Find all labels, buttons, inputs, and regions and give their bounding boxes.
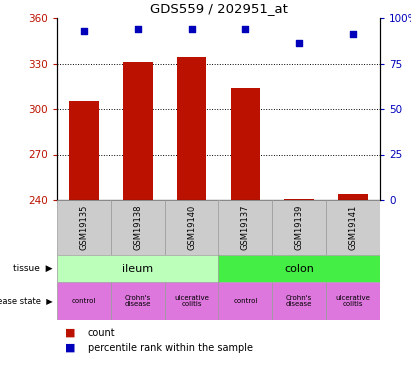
Text: percentile rank within the sample: percentile rank within the sample xyxy=(88,343,253,353)
Bar xyxy=(326,282,380,320)
Point xyxy=(242,26,249,32)
Text: ulcerative
colitis: ulcerative colitis xyxy=(336,294,371,307)
Text: colon: colon xyxy=(284,264,314,273)
Text: GSM19141: GSM19141 xyxy=(349,205,358,250)
Bar xyxy=(272,282,326,320)
Text: GSM19135: GSM19135 xyxy=(79,205,88,250)
Text: Crohn's
disease: Crohn's disease xyxy=(125,294,151,307)
Point xyxy=(350,32,356,38)
Bar xyxy=(219,255,380,282)
Bar xyxy=(272,200,326,255)
Bar xyxy=(111,282,165,320)
Text: ■: ■ xyxy=(65,343,76,353)
Bar xyxy=(69,101,99,200)
Bar xyxy=(177,57,206,200)
Bar xyxy=(111,200,165,255)
Title: GDS559 / 202951_at: GDS559 / 202951_at xyxy=(150,3,287,15)
Text: GSM19140: GSM19140 xyxy=(187,205,196,250)
Bar xyxy=(57,282,111,320)
Point xyxy=(134,26,141,32)
Bar xyxy=(219,200,272,255)
Text: ■: ■ xyxy=(65,328,76,338)
Bar xyxy=(284,199,314,200)
Text: ileum: ileum xyxy=(122,264,153,273)
Text: tissue  ▶: tissue ▶ xyxy=(14,264,53,273)
Point xyxy=(188,26,195,32)
Bar xyxy=(165,282,219,320)
Text: Crohn's
disease: Crohn's disease xyxy=(286,294,312,307)
Text: disease state  ▶: disease state ▶ xyxy=(0,297,53,306)
Text: GSM19137: GSM19137 xyxy=(241,205,250,250)
Text: control: control xyxy=(233,298,258,304)
Bar xyxy=(57,200,111,255)
Text: control: control xyxy=(72,298,96,304)
Bar xyxy=(219,282,272,320)
Bar xyxy=(123,62,152,200)
Bar xyxy=(231,88,260,200)
Text: GSM19138: GSM19138 xyxy=(133,205,142,250)
Point xyxy=(81,28,87,34)
Text: GSM19139: GSM19139 xyxy=(295,205,304,250)
Bar xyxy=(326,200,380,255)
Text: count: count xyxy=(88,328,115,338)
Bar xyxy=(338,194,368,200)
Bar xyxy=(57,255,219,282)
Text: ulcerative
colitis: ulcerative colitis xyxy=(174,294,209,307)
Point xyxy=(296,40,302,46)
Bar xyxy=(165,200,219,255)
